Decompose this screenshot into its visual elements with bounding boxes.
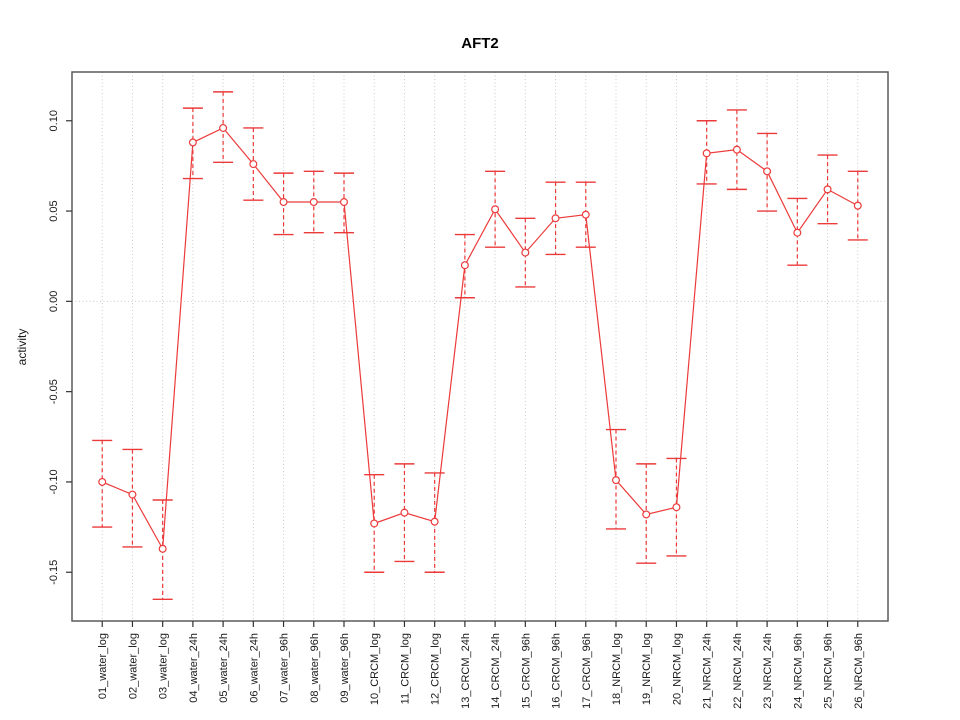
data-point-marker <box>732 145 741 154</box>
data-point-marker <box>581 210 590 219</box>
data-point-marker <box>853 201 862 210</box>
x-tick-label: 14_CRCM_24h <box>490 633 502 709</box>
data-point-marker <box>188 138 197 147</box>
x-tick-label: 18_NRCM_log <box>611 633 623 705</box>
data-point-marker <box>672 503 681 512</box>
axes-layer: -0.15 -0.10 -0.05 0.00 0.05 0.10 01_water_log 0… <box>48 71 889 709</box>
x-tick-label: 21_NRCM_24h <box>702 633 714 709</box>
x-tick-label: 16_CRCM_96h <box>551 633 563 709</box>
x-tick-label: 02_water_log <box>127 633 139 699</box>
data-point-marker <box>460 261 469 270</box>
data-point-marker <box>702 149 711 158</box>
data-point-marker <box>98 477 107 486</box>
y-tick-label: -0.05 <box>48 379 60 404</box>
data-point-marker <box>763 167 772 176</box>
data-point-marker <box>793 228 802 237</box>
grid-layer <box>72 72 888 621</box>
x-tick-label: 10_CRCM_log <box>369 633 381 705</box>
data-point-marker <box>491 205 500 214</box>
data-point-marker <box>430 517 439 526</box>
data-point-marker <box>309 198 318 207</box>
data-point-marker <box>249 160 258 169</box>
x-tick-label: 15_CRCM_96h <box>520 633 532 709</box>
data-series-layer <box>92 91 868 601</box>
data-point-marker <box>370 519 379 528</box>
data-point-marker <box>611 476 620 485</box>
y-tick-label: 0.10 <box>48 110 60 131</box>
series-line <box>101 127 859 551</box>
x-tick-label: 20_NRCM_log <box>671 633 683 705</box>
data-point-marker <box>279 198 288 207</box>
x-tick-label: 11_CRCM_log <box>399 633 411 704</box>
x-tick-label: 03_water_log <box>158 633 170 699</box>
y-tick-label: -0.15 <box>48 560 60 585</box>
plot-box <box>71 71 889 622</box>
x-tick-label: 04_water_24h <box>188 633 200 703</box>
x-tick-label: 05_water_24h <box>218 633 230 703</box>
data-point-marker <box>128 490 137 499</box>
x-tick-label: 07_water_96h <box>279 633 291 703</box>
y-tick-label: 0.00 <box>48 291 60 312</box>
data-point-marker <box>340 198 349 207</box>
x-tick-label: 06_water_24h <box>248 633 260 703</box>
data-point-marker <box>158 544 167 553</box>
data-point-marker <box>400 508 409 517</box>
data-point-marker <box>823 185 832 194</box>
x-tick-label: 13_CRCM_24h <box>460 633 472 709</box>
x-tick-label: 23_NRCM_24h <box>762 633 774 709</box>
x-tick-label: 26_NRCM_96h <box>853 633 865 709</box>
y-tick-label: 0.05 <box>48 200 60 221</box>
data-point-marker <box>219 123 228 132</box>
x-tick-label: 19_NRCM_log <box>641 633 653 705</box>
x-tick-label: 01_water_log <box>97 633 109 699</box>
x-tick-label: 24_NRCM_96h <box>792 633 804 709</box>
x-tick-label: 12_CRCM_log <box>430 633 442 705</box>
x-tick-label: 17_CRCM_96h <box>581 633 593 709</box>
x-tick-label: 09_water_96h <box>339 633 351 703</box>
y-axis-label: activity <box>15 329 29 366</box>
y-tick-label: -0.10 <box>48 469 60 494</box>
x-tick-label: 22_NRCM_24h <box>732 633 744 709</box>
x-tick-label: 25_NRCM_96h <box>823 633 835 709</box>
data-point-marker <box>551 214 560 223</box>
x-tick-label: 08_water_96h <box>309 633 321 703</box>
chart-title: AFT2 <box>461 35 499 52</box>
data-point-marker <box>521 248 530 257</box>
data-point-marker <box>642 510 651 519</box>
